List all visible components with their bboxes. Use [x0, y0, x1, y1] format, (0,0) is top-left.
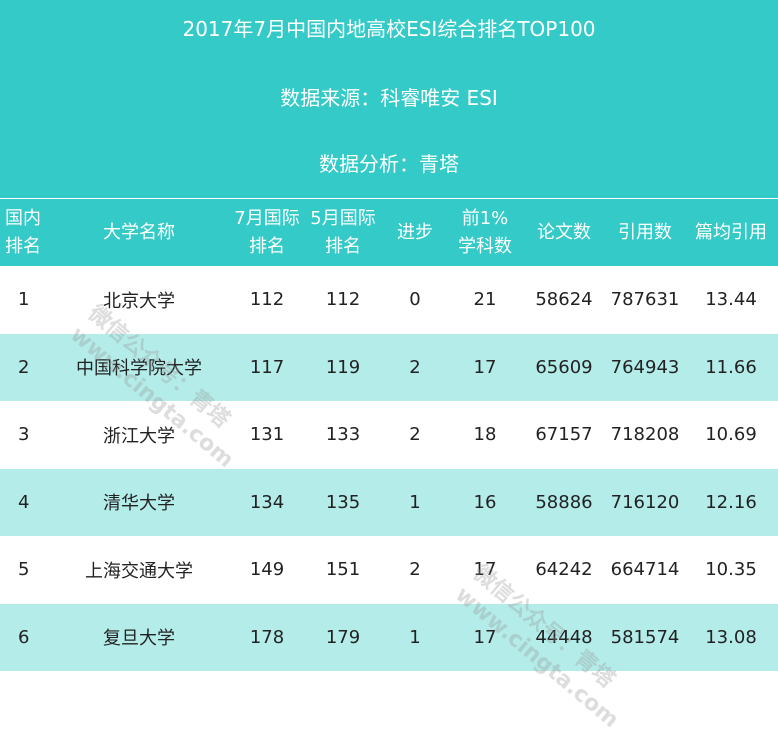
cell-domestic-rank: 5 [18, 559, 30, 581]
cell-july-intl-rank: 117 [249, 356, 285, 378]
cell-avg-citations: 10.69 [705, 424, 757, 446]
cell-domestic-rank: 3 [18, 424, 30, 446]
cell-university-name: 北京大学 [103, 290, 175, 312]
header-university-name: 大学名称 [103, 222, 175, 243]
cell-papers: 64242 [535, 559, 593, 581]
cell-papers: 67157 [535, 424, 593, 446]
data-analysis-line: 数据分析：青塔 [319, 152, 459, 176]
cell-july-intl-rank: 134 [249, 491, 285, 513]
cell-progress: 1 [409, 491, 421, 513]
title-banner: 2017年7月中国内地高校ESI综合排名TOP100 数据来源：科睿唯安 ESI… [0, 0, 778, 198]
cell-july-intl-rank: 131 [249, 424, 285, 446]
table-body: 1 北京大学 112 112 0 21 58624 787631 13.44 2… [0, 266, 778, 671]
table-row: 6 复旦大学 178 179 1 17 44448 581574 13.08 [0, 603, 778, 671]
cell-university-name: 清华大学 [103, 493, 175, 515]
table-row: 4 清华大学 134 135 1 16 58886 716120 12.16 [0, 468, 778, 536]
data-source-line: 数据来源：科睿唯安 ESI [280, 86, 498, 110]
table-row: 2 中国科学院大学 117 119 2 17 65609 764943 11.6… [0, 333, 778, 401]
cell-papers: 58886 [535, 491, 593, 513]
cell-top1-subjects: 17 [473, 356, 497, 378]
table-row: 1 北京大学 112 112 0 21 58624 787631 13.44 [0, 266, 778, 334]
cell-top1-subjects: 17 [473, 559, 497, 581]
cell-citations: 764943 [610, 356, 680, 378]
cell-citations: 716120 [610, 491, 680, 513]
page-title: 2017年7月中国内地高校ESI综合排名TOP100 [182, 17, 596, 41]
cell-university-name: 上海交通大学 [85, 560, 193, 582]
cell-may-intl-rank: 179 [325, 626, 361, 648]
header-may-intl-rank: 5月国际 排名 [310, 208, 376, 257]
cell-avg-citations: 13.08 [705, 626, 757, 648]
cell-domestic-rank: 2 [18, 356, 30, 378]
cell-domestic-rank: 4 [18, 491, 30, 513]
cell-avg-citations: 13.44 [705, 289, 757, 311]
cell-avg-citations: 12.16 [705, 491, 757, 513]
cell-may-intl-rank: 151 [325, 559, 361, 581]
cell-top1-subjects: 17 [473, 626, 497, 648]
cell-avg-citations: 10.35 [705, 559, 757, 581]
cell-top1-subjects: 16 [473, 491, 497, 513]
cell-july-intl-rank: 178 [249, 626, 285, 648]
cell-top1-subjects: 18 [473, 424, 497, 446]
table-row: 3 浙江大学 131 133 2 18 67157 718208 10.69 [0, 401, 778, 469]
cell-july-intl-rank: 149 [249, 559, 285, 581]
cell-papers: 44448 [535, 626, 593, 648]
header-domestic-rank: 国内 排名 [5, 208, 41, 257]
cell-july-intl-rank: 112 [249, 289, 285, 311]
cell-domestic-rank: 1 [18, 289, 30, 311]
cell-avg-citations: 11.66 [705, 356, 757, 378]
cell-may-intl-rank: 135 [325, 491, 361, 513]
cell-progress: 2 [409, 356, 421, 378]
cell-may-intl-rank: 112 [325, 289, 361, 311]
cell-domestic-rank: 6 [18, 626, 30, 648]
cell-progress: 2 [409, 424, 421, 446]
cell-papers: 58624 [535, 289, 593, 311]
header-papers: 论文数 [537, 222, 591, 243]
cell-citations: 787631 [610, 289, 680, 311]
cell-progress: 1 [409, 626, 421, 648]
header-progress: 进步 [397, 222, 433, 243]
cell-citations: 718208 [610, 424, 680, 446]
cell-papers: 65609 [535, 356, 593, 378]
header-top1-subjects: 前1% 学科数 [458, 208, 512, 257]
cell-university-name: 浙江大学 [103, 425, 175, 447]
cell-citations: 664714 [610, 559, 680, 581]
cell-progress: 0 [409, 289, 421, 311]
table-row: 5 上海交通大学 149 151 2 17 64242 664714 10.35 [0, 536, 778, 604]
cell-university-name: 复旦大学 [103, 628, 175, 650]
cell-progress: 2 [409, 559, 421, 581]
cell-may-intl-rank: 119 [325, 356, 361, 378]
cell-university-name: 中国科学院大学 [76, 358, 202, 380]
header-avg-citations: 篇均引用 [695, 222, 767, 243]
table-header: 国内 排名 大学名称 7月国际 排名 5月国际 排名 进步 前1% 学科数 论文… [0, 198, 778, 266]
header-citations: 引用数 [618, 222, 672, 243]
header-july-intl-rank: 7月国际 排名 [234, 208, 300, 257]
cell-top1-subjects: 21 [473, 289, 497, 311]
cell-citations: 581574 [610, 626, 680, 648]
cell-may-intl-rank: 133 [325, 424, 361, 446]
